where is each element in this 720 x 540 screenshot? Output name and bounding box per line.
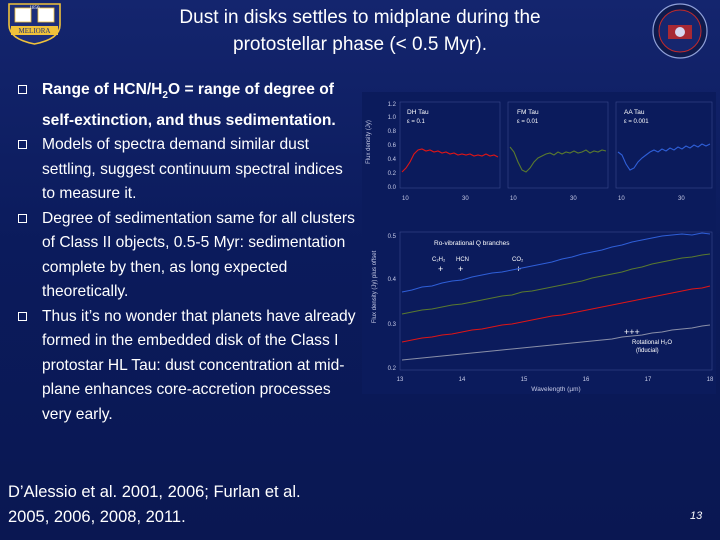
svg-text:HCN: HCN [456, 257, 469, 263]
blue-spectrum-line [617, 143, 711, 171]
q-branch-marker: + [458, 264, 463, 274]
references-line-1: D’Alessio et al. 2001, 2006; Furlan et a… [8, 483, 301, 501]
references-line-2: 2005, 2006, 2008, 2011. [8, 508, 186, 526]
svg-text:MELIORA: MELIORA [19, 27, 51, 35]
svg-text:18: 18 [707, 377, 714, 383]
university-seal-logo: 1850 MELIORA [8, 3, 61, 45]
page-number: 13 [690, 510, 703, 522]
red-bottom-spectrum [401, 285, 711, 343]
green-spectrum-line [509, 146, 607, 173]
svg-text:1850: 1850 [30, 6, 41, 11]
panel-dh-tau-label: DH Tau [407, 109, 429, 116]
panel-fm-tau-eps: ε = 0.01 [517, 119, 539, 125]
svg-text:0.4: 0.4 [388, 157, 397, 163]
panel-dh-tau-eps: ε = 0.1 [407, 119, 426, 125]
bottom-x-axis-label: Wavelength (µm) [531, 386, 580, 393]
slide-title-line-1: Dust in disks settles to midplane during… [179, 7, 541, 28]
panel-aa-tau: AA Tau ε = 0.001 10 30 [615, 101, 713, 202]
top-y-ticks: 1.2 1.0 0.8 0.6 0.4 0.2 0.0 [388, 102, 397, 191]
svg-text:0.2: 0.2 [388, 366, 397, 372]
svg-text:C₂H₂: C₂H₂ [432, 257, 446, 263]
svg-text:0.8: 0.8 [388, 129, 397, 135]
svg-text:CO₂: CO₂ [512, 257, 524, 263]
svg-text:10: 10 [618, 196, 625, 202]
bottom-y-axis-label: Flux density (Jy) plus offset [372, 250, 378, 323]
svg-text:14: 14 [459, 377, 466, 383]
svg-text:17: 17 [645, 377, 652, 383]
panel-fm-tau: FM Tau ε = 0.01 10 30 [507, 101, 609, 202]
bottom-panel: 0.5 0.4 0.3 0.2 13 14 15 16 17 18 Wavele… [388, 231, 714, 393]
checkbox-bullet-icon [18, 85, 27, 94]
svg-text:15: 15 [521, 377, 528, 383]
q-branch-marker: + [438, 264, 443, 274]
references: D’Alessio et al. 2001, 2006; Furlan et a… [8, 480, 368, 530]
bullet-item: Models of spectra demand similar dust se… [18, 133, 356, 207]
svg-text:0.6: 0.6 [388, 143, 397, 149]
svg-text:30: 30 [678, 196, 685, 202]
slide-title-line-2: protostellar phase (< 0.5 Myr). [233, 34, 487, 55]
svg-text:1.2: 1.2 [388, 102, 397, 108]
svg-text:30: 30 [570, 196, 577, 202]
svg-text:0.0: 0.0 [388, 185, 397, 191]
green-bottom-spectrum [401, 253, 711, 315]
red-spectrum-line [401, 148, 499, 173]
bullet-item: Range of HCN/H2O = range of degree of se… [18, 78, 356, 133]
svg-text:0.4: 0.4 [388, 277, 397, 283]
svg-text:0.3: 0.3 [388, 322, 397, 328]
panel-dh-tau: DH Tau ε = 0.1 10 30 [399, 101, 501, 202]
panel-aa-tau-label: AA Tau [624, 109, 645, 116]
bottom-y-ticks: 0.5 0.4 0.3 0.2 [388, 234, 397, 372]
institute-emblem-logo [652, 3, 708, 59]
svg-text:16: 16 [583, 377, 590, 383]
bottom-x-ticks: 13 14 15 16 17 18 [397, 377, 714, 383]
h2o-marker: +++ [624, 327, 640, 337]
slide-title: Dust in disks settles to midplane during… [95, 4, 625, 58]
svg-text:1.0: 1.0 [388, 115, 397, 121]
checkbox-bullet-icon [18, 140, 27, 150]
svg-text:10: 10 [510, 196, 517, 202]
rotational-h2o-annotation: Rotational H₂O [632, 340, 672, 346]
svg-text:10: 10 [402, 196, 409, 202]
checkbox-bullet-icon [18, 311, 27, 321]
bullet-item: Thus it’s no wonder that planets have al… [18, 305, 356, 428]
panel-fm-tau-label: FM Tau [517, 109, 539, 116]
panel-aa-tau-eps: ε = 0.001 [624, 119, 649, 125]
bullet-item: Degree of sedimentation same for all clu… [18, 207, 356, 305]
spectra-figure: Flux density (Jy) 1.2 1.0 0.8 0.6 0.4 0.… [362, 92, 716, 394]
rovib-annotation: Ro-vibrational Q branches [434, 240, 510, 247]
blue-bottom-spectrum [401, 232, 711, 293]
top-y-axis-label: Flux density (Jy) [366, 120, 372, 164]
svg-text:0.5: 0.5 [388, 234, 397, 240]
checkbox-bullet-icon [18, 213, 27, 223]
gray-bottom-spectrum [401, 324, 711, 361]
svg-text:(fiducial): (fiducial) [636, 348, 659, 354]
svg-text:0.2: 0.2 [388, 171, 397, 177]
svg-text:30: 30 [462, 196, 469, 202]
bullet-list: Range of HCN/H2O = range of degree of se… [18, 78, 356, 427]
svg-text:13: 13 [397, 377, 404, 383]
